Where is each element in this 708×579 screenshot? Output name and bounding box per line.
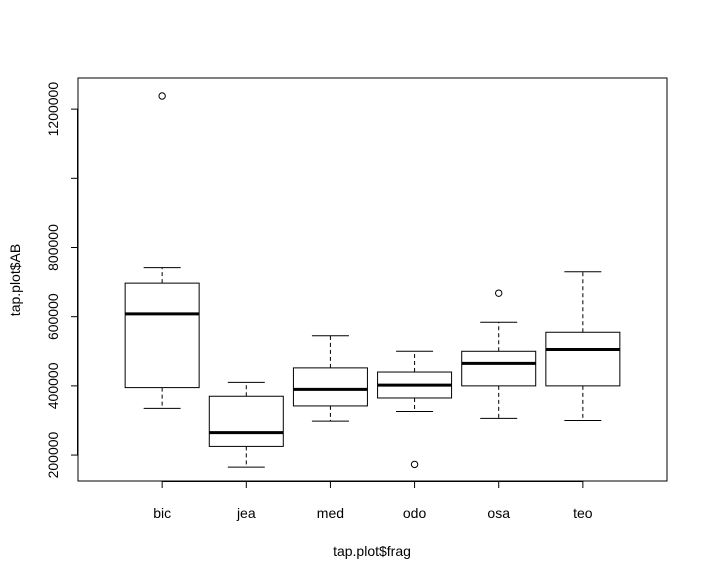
y-axis-label: tap.plot$AB — [7, 244, 23, 316]
y-tick-label: 1200000 — [45, 82, 61, 137]
box-bic — [124, 92, 200, 409]
outlier-point — [410, 460, 419, 469]
x-tick-label: bic — [153, 505, 171, 521]
box-teo — [545, 271, 621, 421]
x-axis-label: tap.plot$frag — [333, 543, 411, 559]
box-jea — [208, 381, 284, 468]
outlier-point — [495, 289, 503, 297]
x-tick-label: jea — [236, 505, 256, 521]
outlier-point — [158, 92, 166, 100]
y-axis: 200000 400000 600000 800000 1200000 — [45, 82, 78, 478]
x-tick-label: odo — [403, 505, 427, 521]
x-tick-label: osa — [487, 505, 510, 521]
x-axis: bic jea med odo osa teo — [153, 481, 593, 521]
box-body — [208, 395, 284, 447]
boxes — [124, 92, 621, 469]
box-odo — [377, 350, 453, 469]
y-tick-label: 200000 — [45, 431, 61, 478]
x-tick-label: teo — [573, 505, 593, 521]
y-tick-label: 400000 — [45, 362, 61, 409]
box-osa — [461, 289, 537, 419]
y-tick-label: 600000 — [45, 293, 61, 340]
box-body — [461, 350, 537, 387]
box-body — [545, 331, 621, 387]
x-tick-label: med — [317, 505, 344, 521]
box-body — [124, 282, 200, 389]
box-med — [292, 335, 368, 422]
y-tick-label: 800000 — [45, 224, 61, 271]
box-body — [292, 367, 368, 407]
